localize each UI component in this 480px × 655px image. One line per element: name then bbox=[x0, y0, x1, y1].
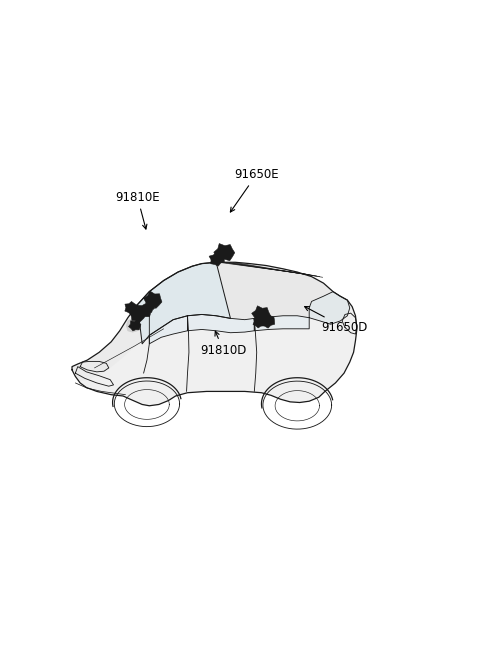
Text: 91810D: 91810D bbox=[200, 331, 247, 357]
Polygon shape bbox=[149, 316, 188, 344]
Text: 91650E: 91650E bbox=[230, 168, 279, 212]
Polygon shape bbox=[209, 252, 225, 266]
Polygon shape bbox=[253, 316, 264, 328]
Polygon shape bbox=[135, 303, 151, 319]
Polygon shape bbox=[129, 320, 141, 331]
Polygon shape bbox=[188, 314, 254, 333]
Polygon shape bbox=[144, 303, 155, 312]
Polygon shape bbox=[137, 262, 350, 344]
Polygon shape bbox=[72, 305, 173, 381]
Polygon shape bbox=[126, 320, 140, 332]
Text: 91810E: 91810E bbox=[115, 191, 160, 229]
Polygon shape bbox=[254, 316, 309, 331]
Polygon shape bbox=[260, 314, 275, 328]
Polygon shape bbox=[214, 244, 235, 261]
Polygon shape bbox=[252, 306, 270, 322]
Polygon shape bbox=[309, 291, 350, 324]
Polygon shape bbox=[137, 262, 230, 344]
Polygon shape bbox=[125, 301, 137, 314]
Polygon shape bbox=[130, 308, 144, 323]
Text: 91650D: 91650D bbox=[305, 307, 368, 334]
Polygon shape bbox=[144, 291, 162, 309]
Polygon shape bbox=[72, 262, 357, 405]
